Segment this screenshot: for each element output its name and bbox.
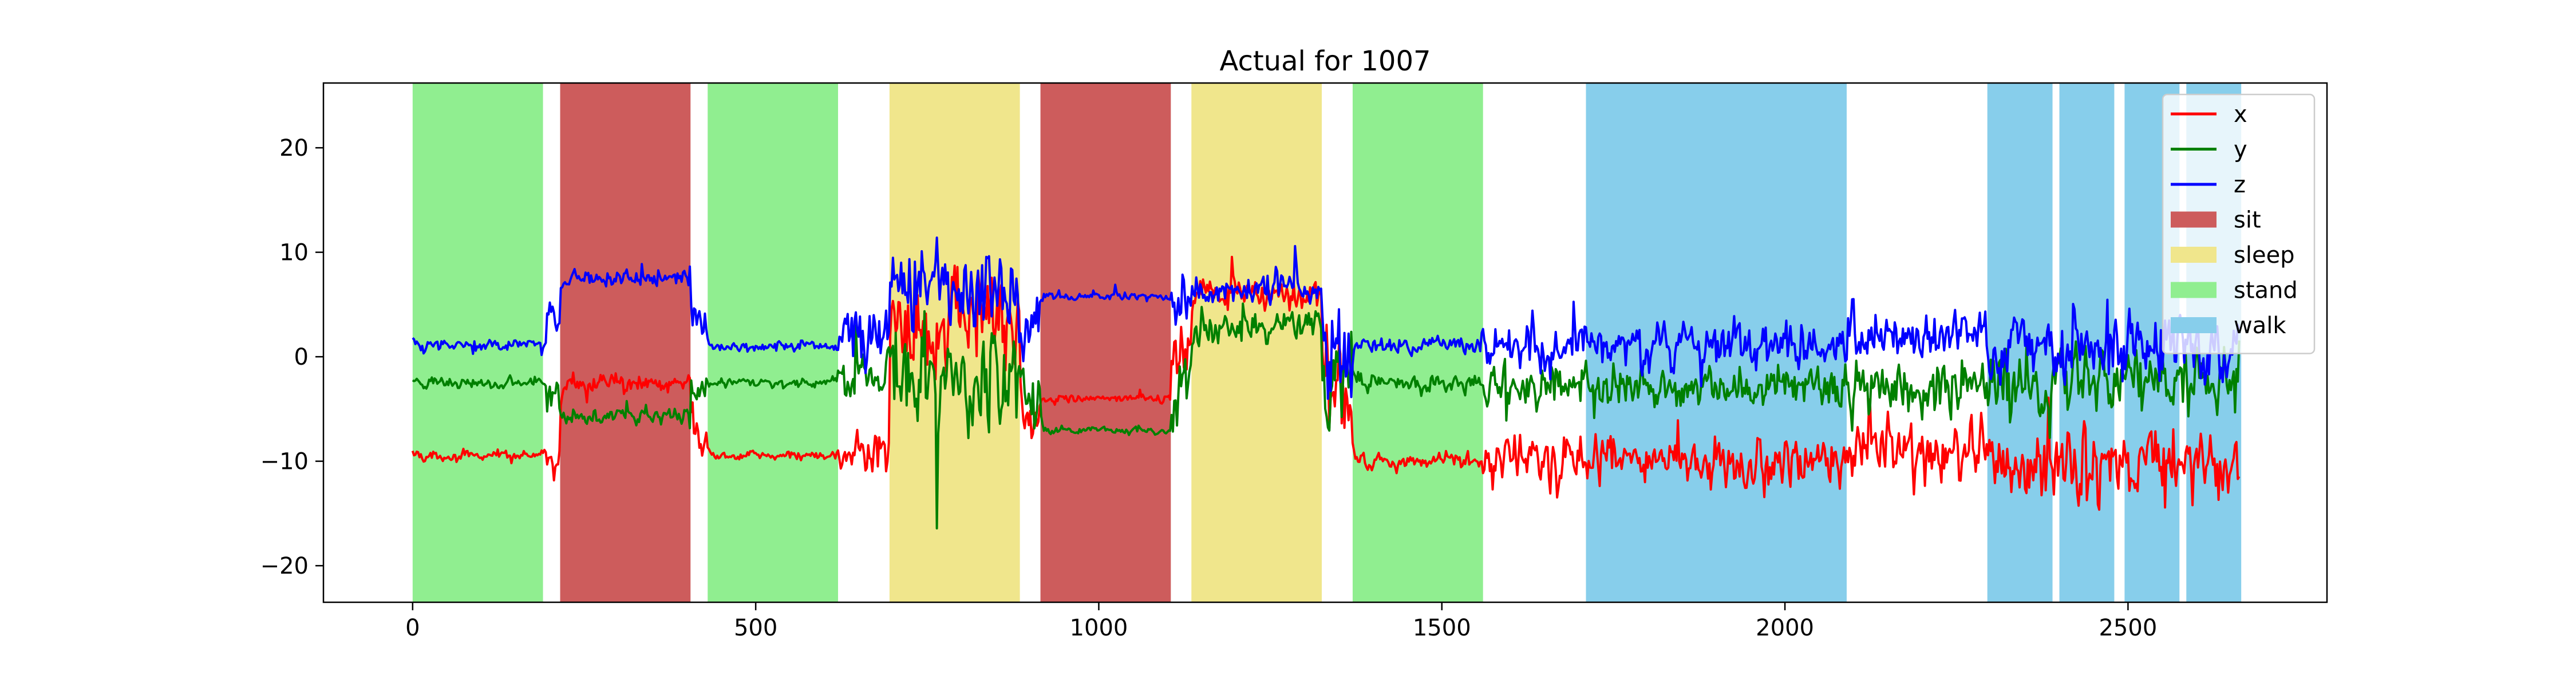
legend-label-walk: walk: [2234, 313, 2286, 339]
activity-band-sit: [560, 83, 691, 602]
activity-band-sit: [1040, 83, 1171, 602]
activity-bands: [412, 83, 2242, 602]
series-line-z: [412, 236, 2241, 400]
x-axis: 0 500 1000 1500 2000 2500: [405, 602, 2157, 641]
x-tick-label: 1500: [1413, 615, 1471, 641]
plot-frame: [322, 82, 2328, 603]
x-tick-label: 0: [405, 615, 420, 641]
legend-label-sit: sit: [2234, 207, 2261, 234]
legend-label-z: z: [2234, 172, 2246, 198]
y-tick-label: 20: [279, 135, 309, 161]
y-tick-label: −10: [260, 449, 309, 475]
chart-title: Actual for 1007: [1219, 45, 1431, 77]
x-tick-label: 500: [734, 615, 777, 641]
legend-swatch-sit: [2171, 211, 2217, 228]
series-line-y: [412, 302, 2241, 530]
legend-swatch-stand: [2171, 282, 2217, 298]
activity-band-sleep: [889, 83, 1020, 602]
legend-label-stand: stand: [2234, 278, 2298, 304]
y-tick-label: −20: [260, 553, 309, 579]
x-tick-label: 2000: [1756, 615, 1814, 641]
legend-swatch-walk: [2171, 317, 2217, 333]
legend-label-y: y: [2234, 137, 2247, 163]
signal-lines: [411, 236, 2241, 530]
x-tick-label: 1000: [1070, 615, 1128, 641]
y-tick-label: 0: [294, 344, 309, 370]
legend-swatch-sleep: [2171, 247, 2217, 263]
x-tick-label: 2500: [2099, 615, 2157, 641]
y-tick-label: 10: [279, 240, 309, 266]
legend: xyz sit sleep stand walk: [2162, 93, 2316, 354]
y-axis: −20 −10 0 10 20: [260, 135, 323, 579]
activity-band-sleep: [1191, 83, 1322, 602]
legend-label-x: x: [2234, 101, 2247, 128]
activity-band-stand: [708, 83, 838, 602]
legend-label-sleep: sleep: [2234, 242, 2295, 269]
